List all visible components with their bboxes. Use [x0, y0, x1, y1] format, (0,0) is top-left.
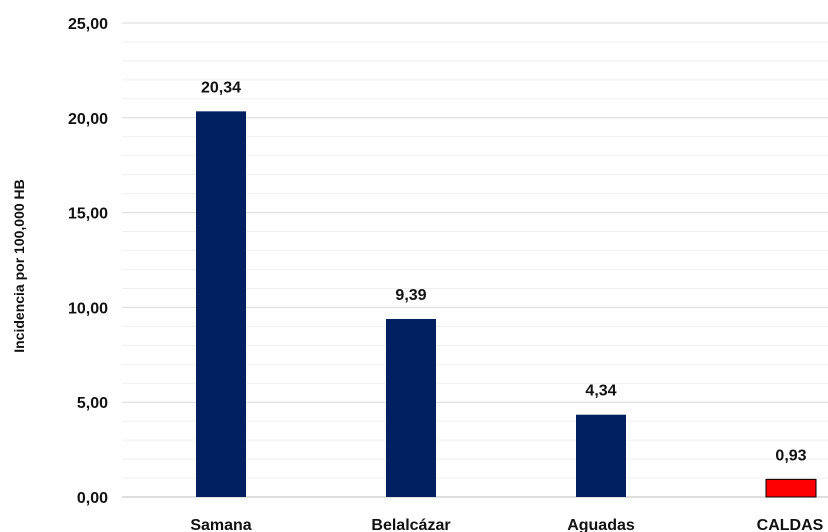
y-axis-ticks: 0,00 5,00 10,00 15,00 20,00 25,00: [68, 16, 108, 507]
x-category-label: Aguadas: [567, 517, 635, 532]
data-label: 4,34: [585, 383, 616, 400]
y-tick-label: 15,00: [68, 206, 108, 223]
x-category-label: CALDAS: [757, 517, 824, 532]
bars: [196, 111, 817, 498]
x-axis-categories: Samana Belalcázar Aguadas CALDAS: [190, 517, 823, 532]
data-labels: 20,34 9,39 4,34 0,93: [201, 79, 807, 464]
y-tick-label: 25,00: [68, 16, 108, 33]
bar-aguadas: [576, 414, 626, 497]
bar-caldas: [765, 478, 817, 498]
y-tick-label: 5,00: [77, 395, 108, 412]
data-label: 9,39: [395, 287, 426, 304]
bar-belalc-zar: [386, 318, 436, 497]
x-category-label: Samana: [190, 517, 251, 532]
bar-samana: [196, 111, 246, 497]
y-tick-label: 20,00: [68, 111, 108, 128]
y-tick-label: 10,00: [68, 300, 108, 317]
x-category-label: Belalcázar: [371, 517, 450, 532]
data-label: 0,93: [775, 447, 806, 464]
y-tick-label: 0,00: [77, 490, 108, 507]
y-axis-title: Incidencia por 100,000 HB: [11, 179, 27, 353]
data-label: 20,34: [201, 79, 241, 96]
